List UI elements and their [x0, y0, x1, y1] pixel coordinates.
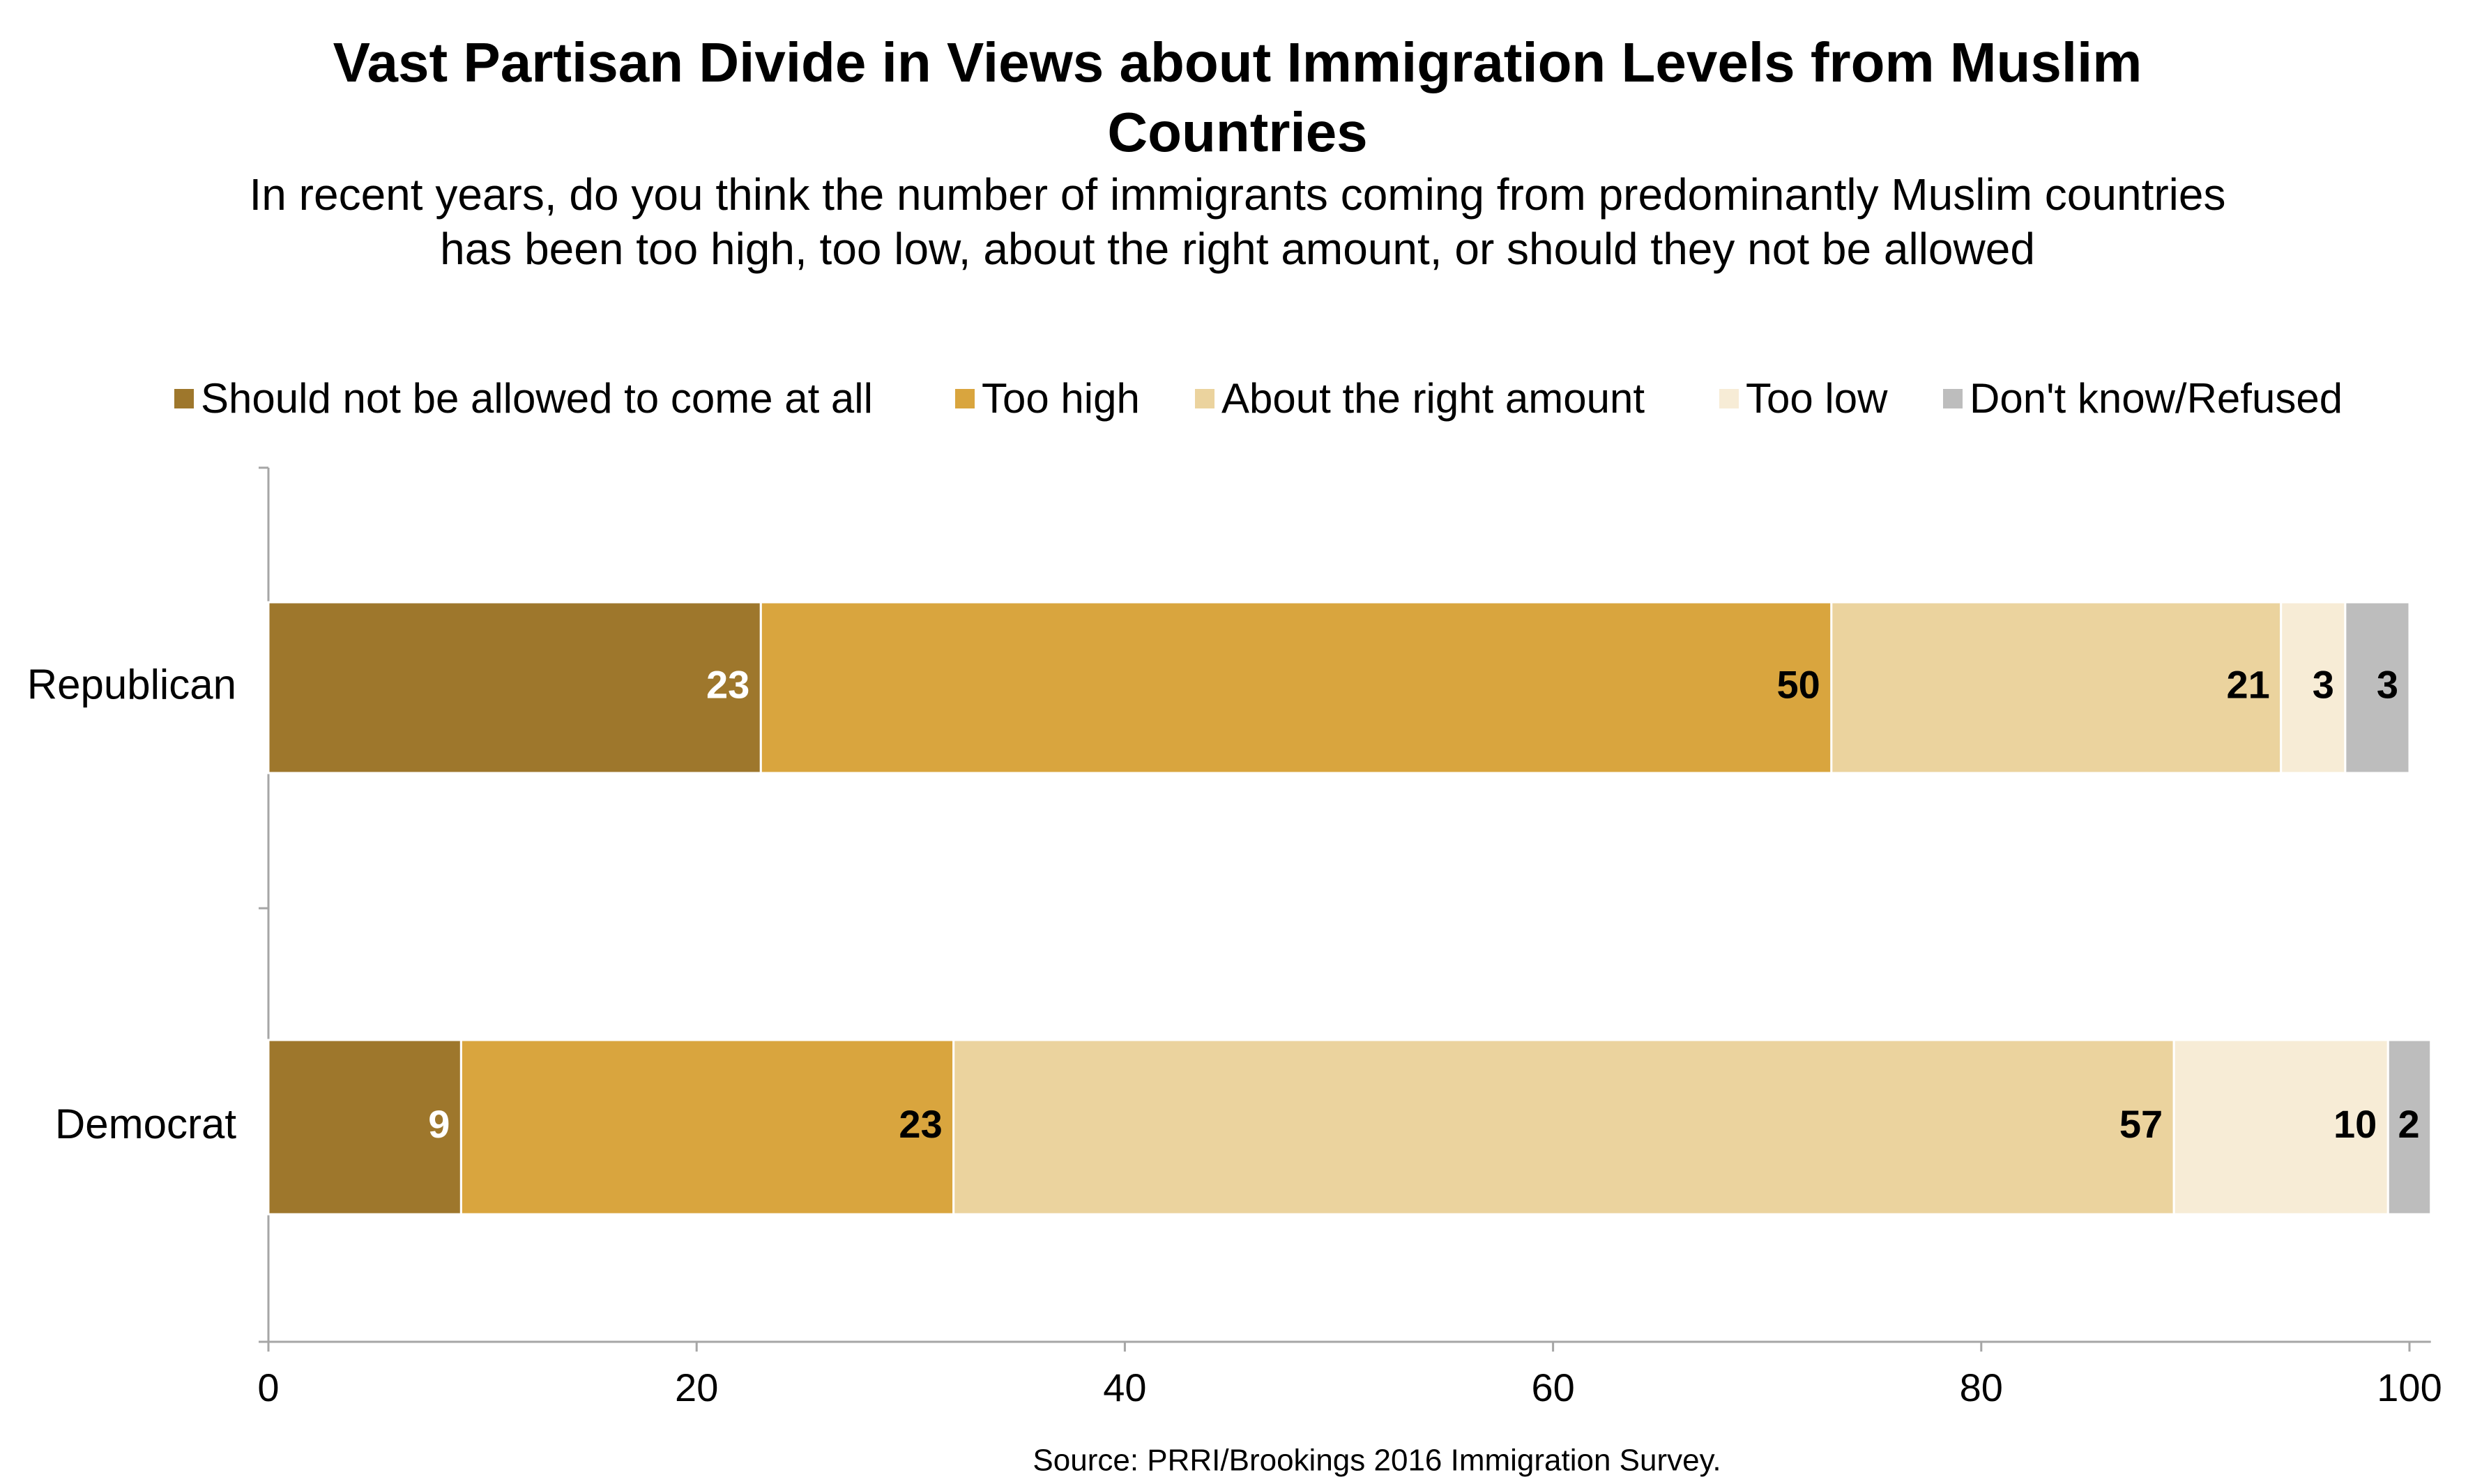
- bar-segment: [267, 1039, 462, 1216]
- legend-label: Too low: [1746, 375, 1888, 422]
- category-label: Republican: [27, 661, 236, 707]
- bar-segment: [2386, 1039, 2432, 1216]
- bar-segment: [2280, 601, 2347, 774]
- bar-segment: [459, 1039, 955, 1216]
- category-label: Democrat: [55, 1101, 236, 1147]
- bar-segment: [267, 601, 762, 774]
- value-label: 57: [2119, 1102, 2163, 1146]
- bar-segment: [952, 1039, 2175, 1216]
- value-label: 10: [2333, 1102, 2377, 1146]
- value-label: 23: [706, 662, 749, 706]
- chart-subtitle: In recent years, do you think the number…: [249, 169, 2226, 274]
- bar-segment: [2172, 1039, 2389, 1216]
- value-label: 50: [1777, 662, 1820, 706]
- bar-segment: [2344, 601, 2411, 774]
- legend-swatch: [174, 389, 194, 408]
- legend-label: About the right amount: [1221, 375, 1645, 422]
- legend-swatch: [1943, 389, 1963, 408]
- chart-title: Vast Partisan Divide in Views about Immi…: [333, 31, 2142, 163]
- value-label: 3: [2313, 662, 2334, 706]
- legend-swatch: [955, 389, 975, 408]
- x-tick-label: 60: [1531, 1366, 1574, 1409]
- value-label: 23: [899, 1102, 942, 1146]
- value-label: 2: [2398, 1102, 2420, 1146]
- x-tick-label: 40: [1103, 1366, 1146, 1409]
- value-label: 9: [428, 1102, 450, 1146]
- x-tick-label: 100: [2377, 1366, 2442, 1409]
- source: Source: PRRI/Brookings 2016 Immigration …: [1033, 1444, 1721, 1478]
- legend-label: Too high: [982, 375, 1140, 422]
- value-label: 21: [2226, 662, 2269, 706]
- x-tick-label: 0: [257, 1366, 279, 1409]
- legend-label: Should not be allowed to come at all: [201, 375, 873, 422]
- legend-label: Don't know/Refused: [1970, 375, 2343, 422]
- x-tick-label: 80: [1960, 1366, 2003, 1409]
- bar-segment: [1830, 601, 2283, 774]
- x-tick-label: 20: [675, 1366, 718, 1409]
- bar-segment: [759, 601, 1833, 774]
- value-label: 3: [2377, 662, 2398, 706]
- legend-swatch: [1195, 389, 1214, 408]
- legend-swatch: [1719, 389, 1739, 408]
